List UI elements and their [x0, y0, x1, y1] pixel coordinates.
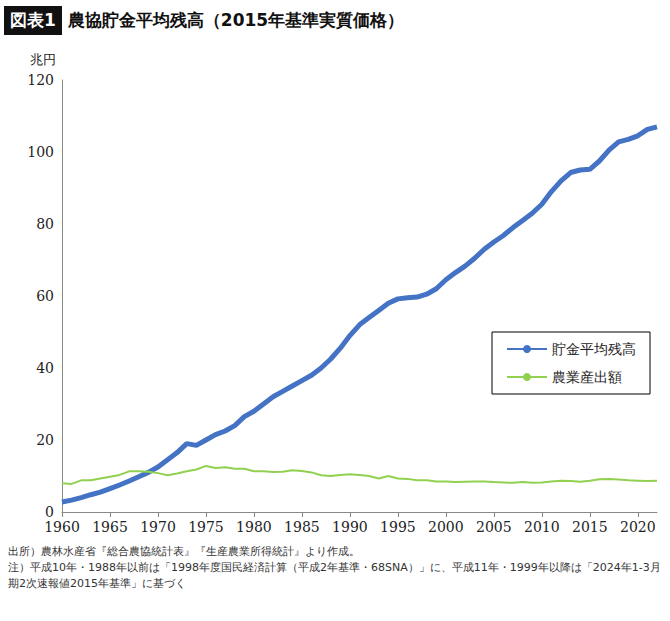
svg-text:80: 80: [36, 216, 54, 232]
svg-text:2010: 2010: [524, 519, 560, 535]
svg-text:農業産出額: 農業産出額: [552, 369, 622, 385]
svg-text:60: 60: [36, 288, 54, 304]
svg-text:兆円: 兆円: [30, 52, 56, 67]
svg-text:1985: 1985: [284, 519, 320, 535]
svg-text:120: 120: [27, 72, 54, 88]
svg-text:100: 100: [27, 144, 54, 160]
svg-text:2015: 2015: [572, 519, 608, 535]
svg-text:20: 20: [36, 432, 54, 448]
svg-text:1970: 1970: [140, 519, 176, 535]
html-text:図表1: 図表1: [10, 9, 56, 30]
svg-text:40: 40: [36, 360, 54, 376]
html-text:農協貯金平均残高（2015年基準実質価格）: 農協貯金平均残高（2015年基準実質価格）: [67, 9, 405, 30]
svg-text:2020: 2020: [620, 519, 656, 535]
svg-text:2000: 2000: [428, 519, 464, 535]
svg-text:1965: 1965: [92, 519, 128, 535]
html-text:出所）農林水産省『総合農協統計表』『生産農業所得統計』より作: 出所）農林水産省『総合農協統計表』『生産農業所得統計』より作成。: [8, 545, 360, 558]
svg-text:0: 0: [45, 504, 54, 520]
html-text:注）平成10年・1988年以前は「1998年度国民経済計算（: 注）平成10年・1988年以前は「1998年度国民経済計算（平成2年基準・68S…: [8, 561, 661, 590]
svg-text:1990: 1990: [332, 519, 368, 535]
svg-text:1960: 1960: [44, 519, 80, 535]
svg-text:1995: 1995: [380, 519, 416, 535]
svg-text:2005: 2005: [476, 519, 512, 535]
svg-text:1975: 1975: [188, 519, 224, 535]
svg-text:1980: 1980: [236, 519, 272, 535]
svg-text:貯金平均残高: 貯金平均残高: [552, 341, 636, 357]
